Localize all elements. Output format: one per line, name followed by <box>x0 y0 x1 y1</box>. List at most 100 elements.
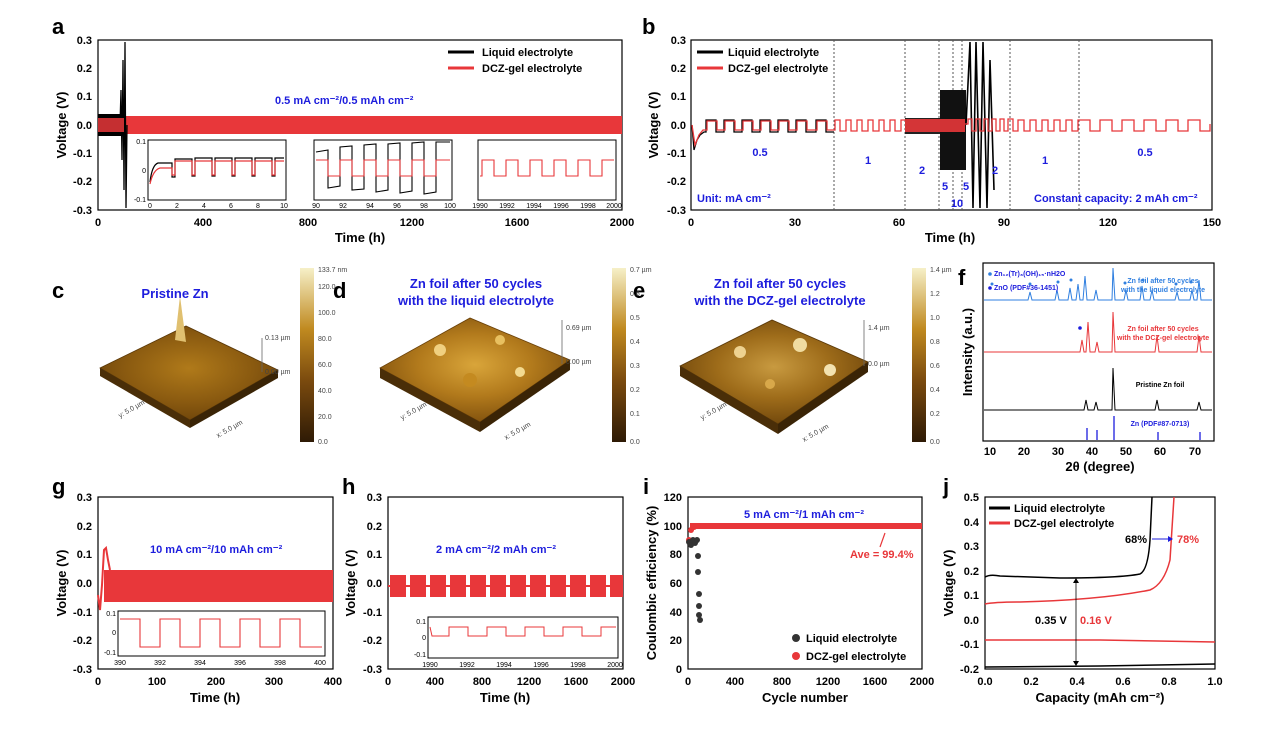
inset-xtick: 1996 <box>553 203 569 210</box>
panel-c-peak <box>175 296 186 342</box>
panel-b-gel-recovery <box>965 118 1211 132</box>
inset-ytick: 0 <box>142 168 146 175</box>
panel-a-legend: Liquid electrolyte DCZ-gel electrolyte <box>448 47 582 75</box>
colorbar-tick: 120.0 <box>318 284 336 291</box>
inset-xtick: 8 <box>256 203 260 210</box>
xtick: 30 <box>789 217 801 229</box>
panel-i-xlabel: Cycle number <box>762 690 848 705</box>
ytick: 0.3 <box>77 492 92 504</box>
trace-label-ref: Zn (PDF#87-0713) <box>1131 421 1190 428</box>
panel-g-inset: 390 392 394 396 398 400 0.1 0 -0.1 <box>104 610 326 667</box>
xtick: 10 <box>984 446 996 458</box>
xtick: 0 <box>688 217 694 229</box>
ytick: 0.1 <box>77 549 92 561</box>
panel-j-xlabel: Capacity (mAh cm⁻²) <box>1036 690 1165 705</box>
panel-d-bump <box>463 373 477 387</box>
trace-label-gel-1: Zn foil after 50 cycles <box>1127 326 1198 333</box>
panel-h-ylabel: Voltage (V) <box>343 550 358 617</box>
panel-a-xticks: 0 400 800 1200 1600 2000 <box>95 217 634 229</box>
colorbar-tick: 100.0 <box>318 310 336 317</box>
xtick: 150 <box>1203 217 1221 229</box>
panel-b-gel-trace <box>691 119 905 148</box>
legend-gel-label: DCZ-gel electrolyte <box>728 63 828 75</box>
panel-label-i: i <box>643 474 649 499</box>
colorbar-tick: 0.1 <box>630 411 640 418</box>
panel-e-colorbar <box>912 268 926 442</box>
rate-label: 1 <box>1042 155 1048 167</box>
legend-gel-label: DCZ-gel electrolyte <box>482 63 582 75</box>
xtick: 0 <box>95 217 101 229</box>
panel-g-condition: 10 mA cm⁻²/10 mAh cm⁻² <box>150 544 283 556</box>
inset-xtick: 100 <box>444 203 456 210</box>
ytick: 0.2 <box>77 521 92 533</box>
colorbar-tick: 0.2 <box>630 387 640 394</box>
panel-d-bump <box>495 335 505 345</box>
panel-d-title-2: with the liquid electrolyte <box>397 293 554 308</box>
panel-e: Zn foil after 50 cycles with the DCZ-gel… <box>679 267 952 446</box>
panel-i-condition: 5 mA cm⁻²/1 mAh cm⁻² <box>744 509 864 521</box>
xtick: 30 <box>1052 446 1064 458</box>
panel-j-ylabel: Voltage (V) <box>941 550 956 617</box>
colorbar-tick: 0.0 <box>318 439 328 446</box>
panel-i: 5 mA cm⁻²/1 mAh cm⁻² Ave = 99.4% Liquid … <box>644 492 934 705</box>
panel-c-z-bot: 0.00 µm <box>265 369 291 376</box>
panel-c-z-top: 0.13 µm <box>265 335 291 342</box>
xtick: 0.8 <box>1161 676 1176 688</box>
inset-ytick: -0.1 <box>414 652 426 659</box>
xtick: 200 <box>207 676 225 688</box>
panel-f-legend-2: ZnO (PDF#36-1451) <box>994 285 1058 292</box>
ytick: 0.0 <box>964 615 979 627</box>
inset-ytick: 0.1 <box>416 619 426 626</box>
ytick: 0.5 <box>964 492 979 504</box>
arrow-head-up <box>1073 578 1079 583</box>
ytick: 0.1 <box>671 91 686 103</box>
xrd-reference-sticks <box>1086 416 1201 440</box>
rate-label: 0.5 <box>1137 147 1152 159</box>
ytick: -0.3 <box>667 205 686 217</box>
ytick: 0.0 <box>77 578 92 590</box>
inset-xtick: 10 <box>280 203 288 210</box>
ytick: -0.3 <box>73 664 92 676</box>
xtick: 800 <box>473 676 491 688</box>
rate-label: 2 <box>919 165 925 177</box>
panel-f-xticks: 10 20 30 40 50 60 70 <box>984 446 1201 458</box>
panel-h-xticks: 0 400 800 1200 1600 2000 <box>385 676 635 688</box>
inset-xtick: 1994 <box>526 203 542 210</box>
ytick: -0.2 <box>363 635 382 647</box>
panel-g-xlabel: Time (h) <box>190 690 240 705</box>
inset-xtick: 6 <box>229 203 233 210</box>
panel-d-edge-right <box>480 360 570 432</box>
colorbar-tick: 1.2 <box>930 291 940 298</box>
panel-b-unit-note: Unit: mA cm⁻² <box>697 193 771 205</box>
colorbar-tick: 20.0 <box>318 414 332 421</box>
xtick: 800 <box>299 217 317 229</box>
xrd-trace-gel <box>984 311 1212 353</box>
panel-label-g: g <box>52 474 65 499</box>
ytick: 0.2 <box>77 63 92 75</box>
legend-marker-1 <box>988 272 992 276</box>
panel-label-b: b <box>642 14 655 39</box>
inset-xtick: 96 <box>393 203 401 210</box>
inset-xtick: 90 <box>312 203 320 210</box>
xtick: 1200 <box>517 676 541 688</box>
panel-a-ylabel: Voltage (V) <box>54 92 69 159</box>
colorbar-tick: 0.2 <box>930 411 940 418</box>
ytick: 0.3 <box>367 492 382 504</box>
xtick: 0 <box>95 676 101 688</box>
panel-i-frame <box>687 496 923 670</box>
legend-liquid-label: Liquid electrolyte <box>482 47 573 59</box>
panel-label-j: j <box>942 474 949 499</box>
inset-ytick: 0.1 <box>136 139 146 146</box>
panel-c: Pristine Zn y: 5.0 µm x: 5.0 µm 0.13 µm … <box>99 267 347 446</box>
ytick: 0.3 <box>964 541 979 553</box>
ytick: 0 <box>676 664 682 676</box>
panel-b-liquid-trace <box>691 119 834 151</box>
colorbar-tick: 1.0 <box>930 315 940 322</box>
legend-liquid-label: Liquid electrolyte <box>806 633 897 645</box>
panel-j-frame <box>984 496 1216 670</box>
colorbar-tick: 0.5 <box>630 315 640 322</box>
inset-xtick: 400 <box>314 660 326 667</box>
panel-a-early-gel <box>98 118 124 132</box>
rate-label: 0.5 <box>752 147 767 159</box>
